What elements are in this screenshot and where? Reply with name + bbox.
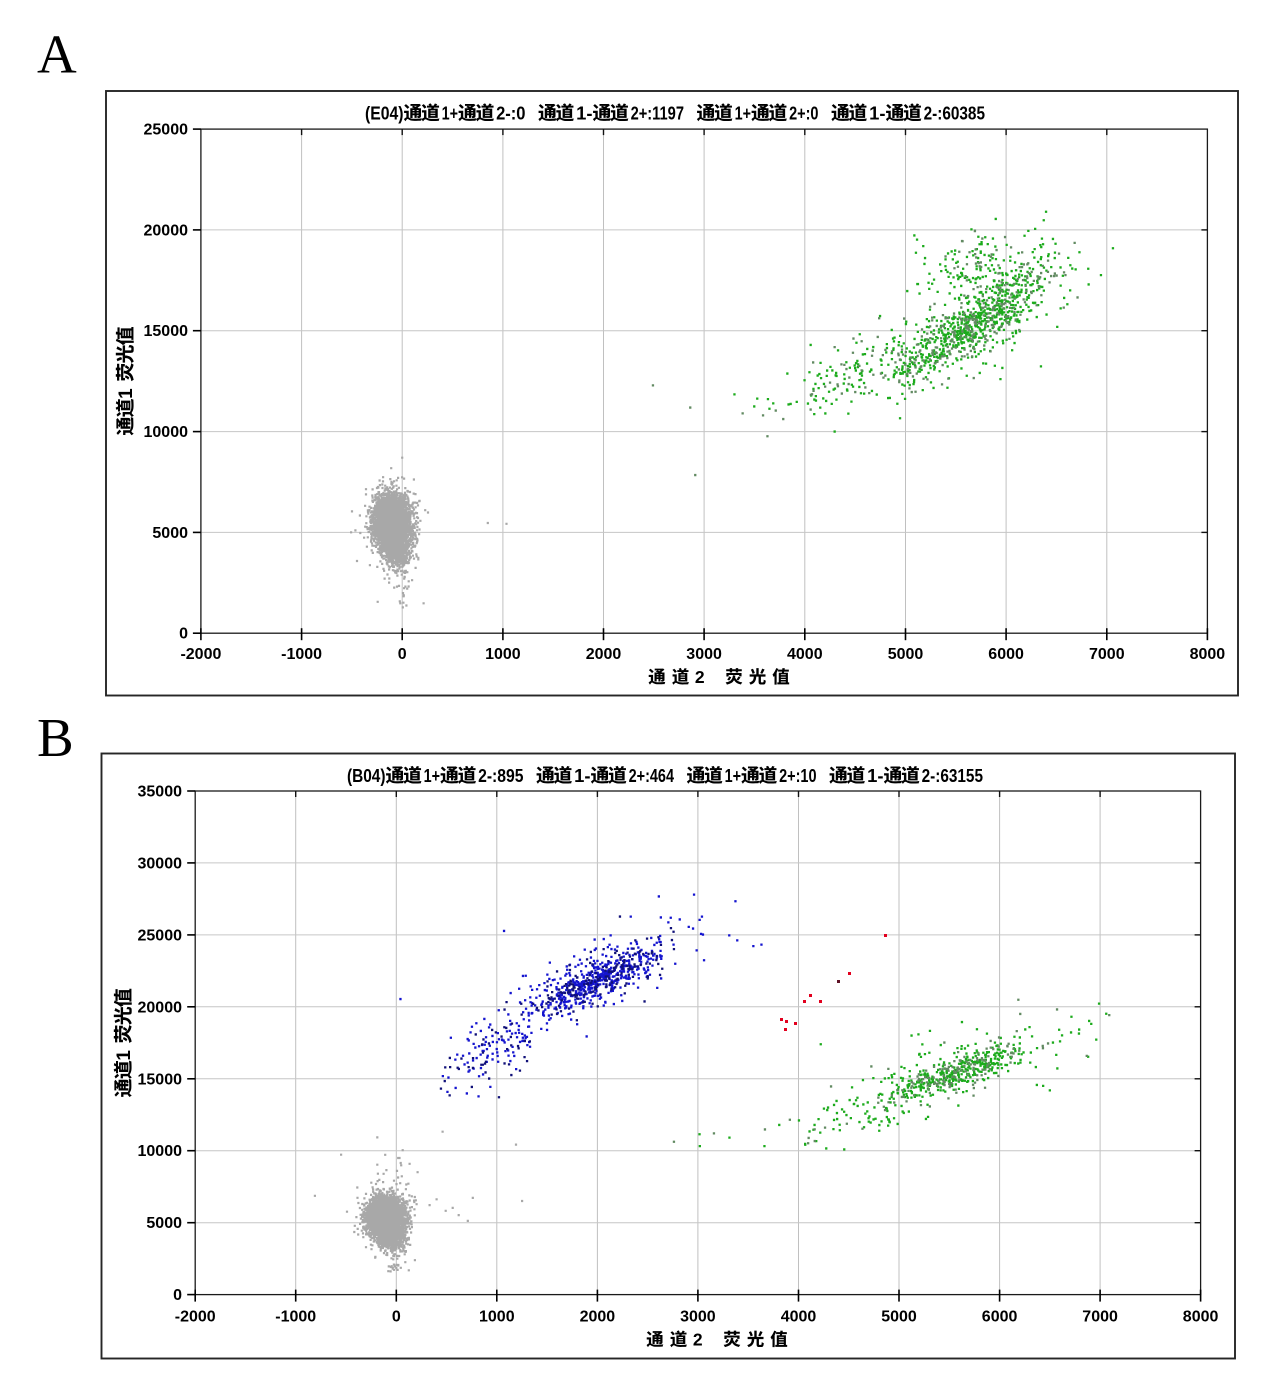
svg-text:2-:60385: 2-:60385 <box>924 104 985 124</box>
svg-text:1000: 1000 <box>479 1309 515 1326</box>
svg-text:1000: 1000 <box>485 646 521 663</box>
svg-text:2-:63155: 2-:63155 <box>922 766 983 786</box>
svg-text:(B04): (B04) <box>347 766 386 786</box>
svg-text:1-: 1- <box>574 766 590 786</box>
svg-text:0: 0 <box>398 646 407 663</box>
svg-text:(E04): (E04) <box>365 104 404 124</box>
svg-text:8000: 8000 <box>1190 646 1226 663</box>
svg-text:2+:10: 2+:10 <box>779 766 816 786</box>
svg-text:20000: 20000 <box>144 222 189 239</box>
svg-text:2000: 2000 <box>580 1309 616 1326</box>
svg-text:10000: 10000 <box>144 424 189 441</box>
svg-text:7000: 7000 <box>1082 1309 1118 1326</box>
svg-text:1: 1 <box>116 388 137 399</box>
svg-text:A: A <box>37 24 77 85</box>
svg-text:15000: 15000 <box>144 323 189 340</box>
svg-text:-1000: -1000 <box>275 1309 316 1326</box>
svg-text:5000: 5000 <box>881 1309 917 1326</box>
svg-text:B: B <box>37 707 74 768</box>
svg-text:3000: 3000 <box>686 646 722 663</box>
svg-text:25000: 25000 <box>144 122 189 139</box>
svg-text:2-:895: 2-:895 <box>478 766 523 786</box>
svg-text:1: 1 <box>114 1050 135 1061</box>
svg-text:2+:1197: 2+:1197 <box>631 104 684 124</box>
svg-text:10000: 10000 <box>138 1143 183 1160</box>
svg-text:25000: 25000 <box>138 927 183 944</box>
svg-text:5000: 5000 <box>146 1215 182 1232</box>
svg-text:4000: 4000 <box>787 646 823 663</box>
svg-text:8000: 8000 <box>1183 1309 1219 1326</box>
svg-text:-2000: -2000 <box>175 1309 216 1326</box>
svg-text:1+: 1+ <box>424 766 440 786</box>
svg-text:30000: 30000 <box>138 855 183 872</box>
svg-text:0: 0 <box>179 626 188 643</box>
svg-text:2-:0: 2-:0 <box>496 104 525 124</box>
svg-text:1+: 1+ <box>735 104 751 124</box>
svg-text:-2000: -2000 <box>180 646 221 663</box>
svg-text:2000: 2000 <box>586 646 622 663</box>
svg-text:20000: 20000 <box>138 999 183 1016</box>
svg-text:3000: 3000 <box>680 1309 716 1326</box>
svg-text:2: 2 <box>695 667 705 687</box>
svg-text:1-: 1- <box>869 104 885 124</box>
svg-text:4000: 4000 <box>781 1309 817 1326</box>
svg-text:6000: 6000 <box>982 1309 1018 1326</box>
svg-text:5000: 5000 <box>888 646 924 663</box>
svg-text:7000: 7000 <box>1089 646 1125 663</box>
svg-text:-1000: -1000 <box>281 646 322 663</box>
svg-text:1-: 1- <box>867 766 883 786</box>
svg-text:1+: 1+ <box>442 104 458 124</box>
svg-text:2: 2 <box>693 1330 703 1350</box>
svg-text:1+: 1+ <box>725 766 741 786</box>
svg-text:6000: 6000 <box>988 646 1024 663</box>
svg-text:1-: 1- <box>576 104 592 124</box>
svg-text:0: 0 <box>173 1287 182 1304</box>
svg-text:35000: 35000 <box>138 784 183 801</box>
svg-text:5000: 5000 <box>152 525 188 542</box>
svg-text:15000: 15000 <box>138 1071 183 1088</box>
svg-text:0: 0 <box>392 1309 401 1326</box>
svg-text:2+:0: 2+:0 <box>789 104 818 124</box>
svg-text:2+:464: 2+:464 <box>629 766 674 786</box>
